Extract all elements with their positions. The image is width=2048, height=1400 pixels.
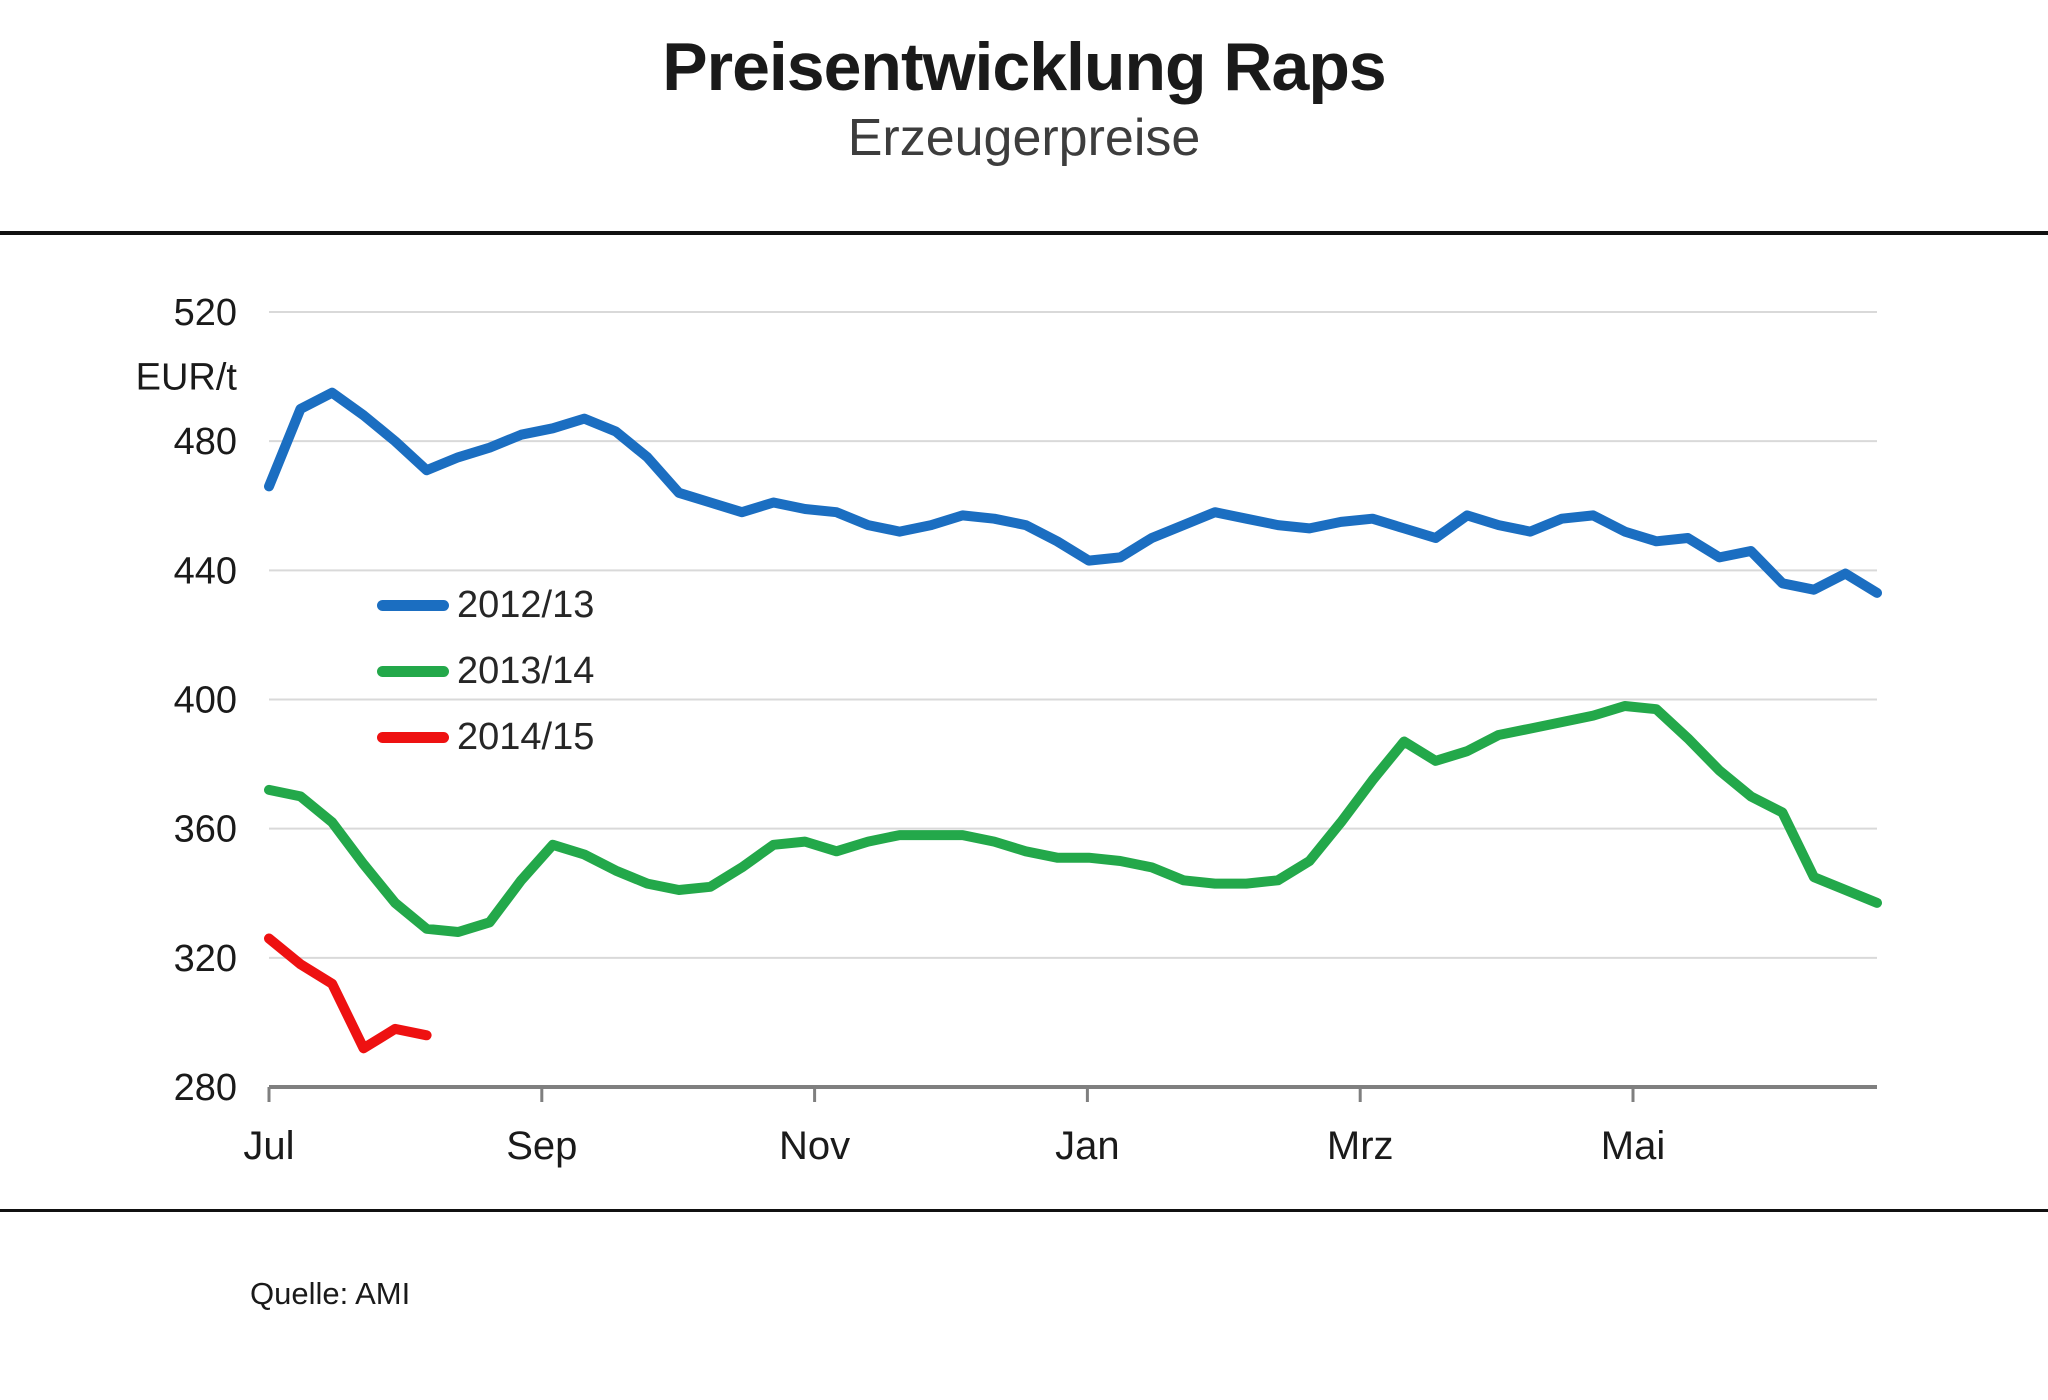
legend-label-2012-13: 2012/13 <box>457 584 595 626</box>
legend-swatch-2013-14 <box>377 665 449 677</box>
top-divider-line <box>0 231 2048 235</box>
legend-item-2013-14: 2013/14 <box>377 650 595 692</box>
chart-legend: 2012/13 2013/14 2014/15 <box>377 584 595 786</box>
y-tick-label-280: 280 <box>174 1067 237 1109</box>
x-tick-label-Mrz: Mrz <box>1327 1124 1394 1168</box>
y-tick-label-400: 400 <box>174 680 237 722</box>
x-tick-label-Nov: Nov <box>779 1124 850 1168</box>
legend-swatch-2014-15 <box>377 731 449 743</box>
legend-label-2013-14: 2013/14 <box>457 650 595 692</box>
y-tick-label-520: 520 <box>174 292 237 334</box>
series-line-2013-14 <box>264 701 1882 937</box>
y-tick-label-360: 360 <box>174 809 237 851</box>
series-line-2012-13 <box>264 387 1882 598</box>
x-tick-label-Jul: Jul <box>243 1124 294 1168</box>
y-tick-label-480: 480 <box>174 421 237 463</box>
legend-label-2014-15: 2014/15 <box>457 716 595 758</box>
chart-subtitle: Erzeugerpreise <box>847 109 1201 167</box>
series-line-2014-15 <box>264 933 432 1054</box>
y-tick-label-440: 440 <box>174 550 237 592</box>
x-tick-label-Jan: Jan <box>1055 1124 1120 1168</box>
source-note: Quelle: AMI <box>250 1276 411 1311</box>
y-tick-label-320: 320 <box>174 938 237 980</box>
legend-item-2012-13: 2012/13 <box>377 584 595 626</box>
x-tick-label-Mai: Mai <box>1601 1124 1665 1168</box>
bottom-divider-line <box>0 1209 2048 1212</box>
chart-title: Preisentwicklung Raps <box>662 29 1386 105</box>
legend-item-2014-15: 2014/15 <box>377 716 595 758</box>
y-axis-unit-label: EUR/t <box>136 357 238 399</box>
x-tick-label-Sep: Sep <box>506 1124 577 1168</box>
legend-swatch-2012-13 <box>377 599 449 611</box>
